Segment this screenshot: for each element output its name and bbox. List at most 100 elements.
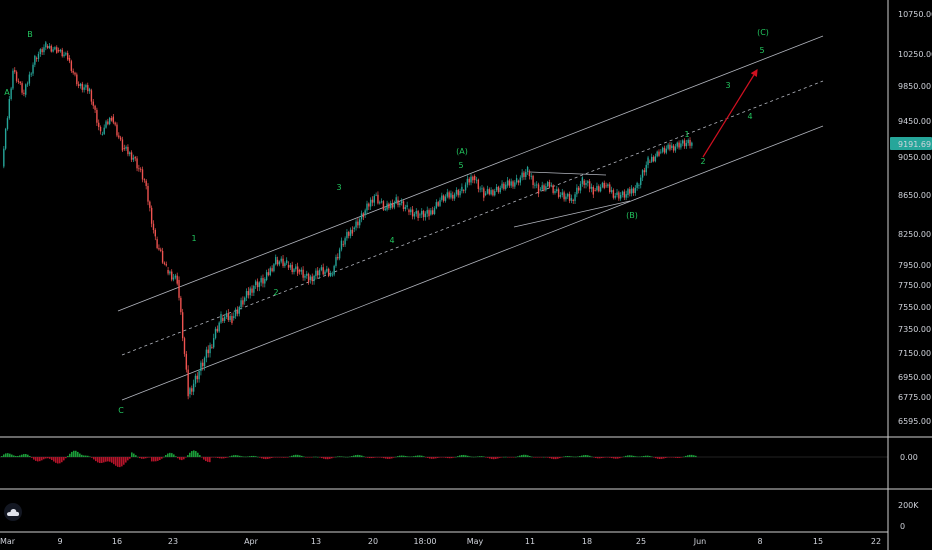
oscillator-bar bbox=[209, 457, 211, 463]
candle-body bbox=[543, 185, 545, 191]
oscillator-bar bbox=[347, 456, 349, 458]
candle-body bbox=[603, 182, 605, 189]
candle-body bbox=[455, 190, 458, 195]
candle-body bbox=[296, 266, 299, 274]
oscillator-bar bbox=[107, 457, 109, 462]
oscillator-bar bbox=[273, 457, 275, 458]
candle-body bbox=[464, 184, 467, 191]
oscillator-bar bbox=[315, 456, 317, 458]
candle-body bbox=[442, 195, 445, 201]
candle-body bbox=[548, 182, 551, 188]
oscillator-bar bbox=[503, 456, 505, 458]
oscillator-bar bbox=[601, 457, 603, 459]
oscillator-bar bbox=[679, 457, 681, 458]
oscillator-pane[interactable] bbox=[0, 450, 888, 468]
candle-body bbox=[366, 203, 368, 211]
price-tick-label: 6950.00 bbox=[898, 373, 931, 382]
candle-body bbox=[683, 140, 686, 147]
candle-body bbox=[275, 257, 277, 265]
candle-body bbox=[400, 201, 403, 204]
oscillator-bar bbox=[583, 455, 585, 457]
oscillator-bar bbox=[319, 457, 321, 458]
oscillator-bar bbox=[31, 457, 33, 458]
candle-body bbox=[240, 300, 242, 307]
oscillator-bar bbox=[667, 457, 669, 458]
candle-body bbox=[654, 156, 657, 162]
oscillator-bar bbox=[395, 456, 397, 458]
oscillator-bar bbox=[67, 455, 69, 457]
time-axis[interactable]: Mar 9 16 23 Apr 13 20 18:00 May 11 18 25 Jun 8 15 22 bbox=[0, 537, 881, 546]
oscillator-bar bbox=[569, 456, 571, 457]
candle-body bbox=[568, 193, 571, 201]
oscillator-bar bbox=[345, 456, 347, 458]
candle-body bbox=[236, 309, 239, 314]
candle-body bbox=[278, 261, 281, 265]
oscillator-bar bbox=[567, 456, 569, 457]
candle-body bbox=[439, 199, 441, 206]
price-tick-label: 7350.00 bbox=[898, 325, 931, 334]
candle-body bbox=[83, 87, 85, 90]
candle-body bbox=[621, 191, 624, 195]
candle-body bbox=[300, 269, 302, 272]
candle-body bbox=[333, 265, 335, 275]
candle-body bbox=[245, 291, 248, 298]
oscillator-bar bbox=[189, 452, 191, 457]
candle-body bbox=[309, 276, 312, 280]
candle-body bbox=[147, 185, 149, 202]
oscillator-bar bbox=[317, 456, 319, 458]
candle-body bbox=[134, 157, 136, 159]
oscillator-bar bbox=[121, 457, 123, 467]
candle-body bbox=[123, 148, 125, 149]
candle-body bbox=[234, 309, 237, 317]
wave-label: 1 bbox=[684, 130, 689, 139]
oscillator-bar bbox=[299, 455, 301, 457]
candle-body bbox=[200, 362, 202, 371]
candle-body bbox=[371, 199, 374, 203]
oscillator-bar bbox=[647, 455, 649, 457]
oscillator-bar bbox=[59, 457, 61, 464]
time-tick-label: 18 bbox=[582, 537, 592, 546]
candle-body bbox=[601, 182, 604, 188]
oscillator-bar bbox=[15, 455, 17, 457]
oscillator-bar bbox=[365, 457, 367, 458]
candle-body bbox=[463, 190, 465, 192]
oscillator-bar bbox=[193, 450, 195, 457]
oscillator-bar bbox=[609, 457, 611, 458]
candle-body bbox=[289, 264, 292, 268]
price-tick-label: 8250.00 bbox=[898, 230, 931, 239]
candle-body bbox=[76, 74, 78, 85]
candle-body bbox=[546, 182, 549, 187]
oscillator-bar bbox=[585, 455, 587, 457]
candle-body bbox=[87, 85, 89, 92]
candle-body bbox=[229, 316, 231, 320]
oscillator-bar bbox=[531, 456, 533, 458]
oscillator-bar bbox=[565, 456, 567, 457]
candle-body bbox=[267, 272, 270, 276]
oscillator-bar bbox=[491, 457, 493, 460]
oscillator-bar bbox=[545, 457, 547, 458]
candle-body bbox=[264, 279, 266, 284]
oscillator-bar bbox=[653, 457, 655, 458]
candle-body bbox=[262, 278, 264, 284]
candle-body bbox=[426, 210, 428, 214]
candle-body bbox=[630, 188, 633, 194]
logo-icon[interactable] bbox=[4, 503, 22, 521]
candle-body bbox=[251, 288, 253, 293]
oscillator-bar bbox=[23, 454, 25, 457]
candle-body bbox=[528, 171, 531, 177]
oscillator-bar bbox=[127, 457, 129, 461]
oscillator-bar bbox=[341, 456, 343, 457]
candle-body bbox=[552, 185, 554, 193]
oscillator-bar bbox=[361, 455, 363, 457]
candle-body bbox=[468, 178, 470, 183]
oscillator-bar bbox=[383, 457, 385, 459]
candle-body bbox=[570, 198, 573, 201]
oscillator-bar bbox=[335, 456, 337, 458]
price-axis[interactable]: 10750.00 10250.00 9850.00 9450.00 9050.00 865… bbox=[898, 10, 932, 426]
candle-body bbox=[417, 211, 419, 219]
candle-body bbox=[410, 209, 412, 213]
main-pane[interactable]: A B C 1 2 3 4 5 (A) (B) 1 2 3 4 5 (C) bbox=[3, 28, 824, 415]
candle-body bbox=[373, 195, 375, 203]
oscillator-bar bbox=[119, 457, 121, 468]
